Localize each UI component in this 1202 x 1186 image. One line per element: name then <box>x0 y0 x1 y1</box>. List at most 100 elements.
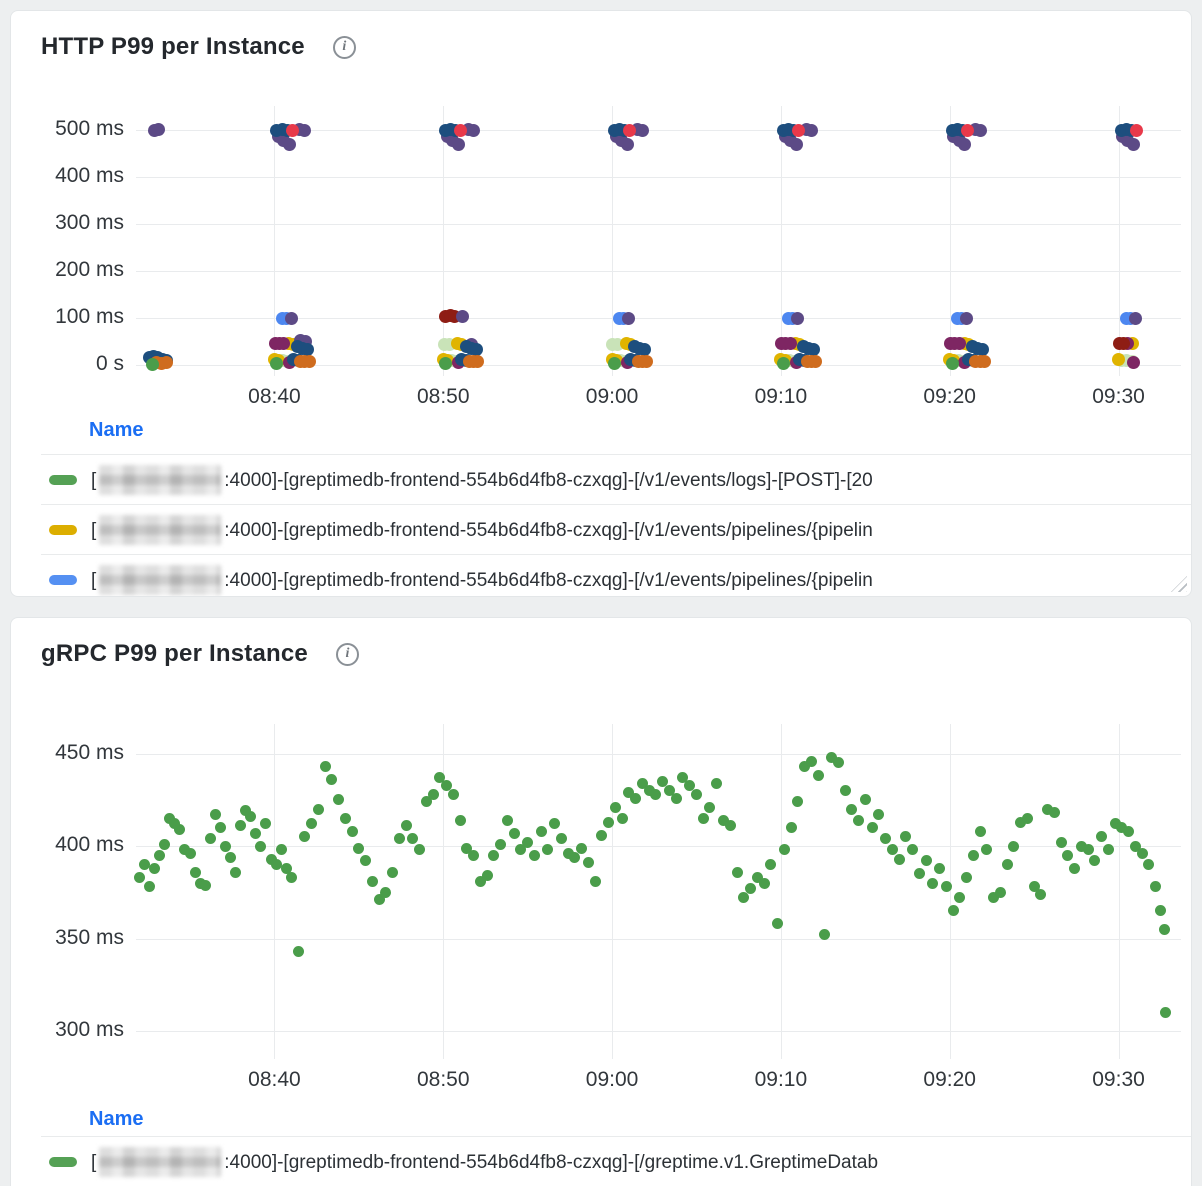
data-point-green[interactable] <box>724 820 736 832</box>
data-point-green[interactable] <box>420 796 432 808</box>
data-point-green[interactable] <box>1089 855 1101 867</box>
data-point-green[interactable] <box>555 833 567 845</box>
data-point-green[interactable] <box>1028 881 1040 893</box>
data-point-green[interactable] <box>468 849 480 861</box>
data-point-green[interactable] <box>145 357 159 371</box>
data-point-purple[interactable] <box>620 137 634 151</box>
data-point-green[interactable] <box>306 818 318 830</box>
data-point-green[interactable] <box>967 849 979 861</box>
data-point-green[interactable] <box>481 870 493 882</box>
data-point-green[interactable] <box>961 872 973 884</box>
data-point-green[interactable] <box>785 822 797 834</box>
data-point-purple[interactable] <box>284 311 298 325</box>
data-point-green[interactable] <box>427 788 439 800</box>
data-point-green[interactable] <box>260 818 272 830</box>
data-point-green[interactable] <box>697 812 709 824</box>
data-point-purple[interactable] <box>791 311 805 325</box>
data-point-red[interactable] <box>454 123 468 137</box>
data-point-green[interactable] <box>711 777 723 789</box>
data-point-green[interactable] <box>582 857 594 869</box>
data-point-green[interactable] <box>366 875 378 887</box>
data-point-magenta[interactable] <box>1127 356 1141 370</box>
data-point-green[interactable] <box>819 929 831 941</box>
data-point-green[interactable] <box>184 848 196 860</box>
data-point-purple[interactable] <box>456 310 470 324</box>
data-point-green[interactable] <box>576 842 588 854</box>
data-point-green[interactable] <box>138 859 150 871</box>
data-point-purple[interactable] <box>467 123 481 137</box>
data-point-green[interactable] <box>758 877 770 889</box>
data-point-purple[interactable] <box>958 137 972 151</box>
data-point-green[interactable] <box>616 812 628 824</box>
data-point-green[interactable] <box>745 883 756 895</box>
data-point-orange[interactable] <box>471 355 485 369</box>
data-point-green[interactable] <box>1021 812 1033 824</box>
data-point-green[interactable] <box>1129 840 1141 852</box>
data-point-green[interactable] <box>690 788 702 800</box>
data-point-green[interactable] <box>199 879 211 891</box>
data-point-green[interactable] <box>684 779 696 791</box>
data-point-green[interactable] <box>285 872 297 884</box>
data-point-green[interactable] <box>792 796 804 808</box>
data-point-green[interactable] <box>738 892 750 904</box>
data-point-green[interactable] <box>670 792 682 804</box>
data-point-green[interactable] <box>393 833 405 845</box>
data-point-green[interactable] <box>270 357 284 371</box>
data-point-green[interactable] <box>1048 807 1060 819</box>
data-point-green[interactable] <box>1008 840 1020 852</box>
data-point-green[interactable] <box>508 827 520 839</box>
data-point-green[interactable] <box>608 357 622 371</box>
data-point-purple[interactable] <box>1127 137 1141 151</box>
data-point-green[interactable] <box>522 836 534 848</box>
data-point-green[interactable] <box>988 892 1000 904</box>
data-point-green[interactable] <box>1102 844 1114 856</box>
data-point-green[interactable] <box>677 772 689 784</box>
data-point-purple[interactable] <box>298 123 312 137</box>
data-point-purple[interactable] <box>283 137 297 151</box>
data-point-green[interactable] <box>974 825 986 837</box>
data-point-green[interactable] <box>230 866 242 878</box>
data-point-orange[interactable] <box>977 355 991 369</box>
data-point-green[interactable] <box>630 792 642 804</box>
data-point-navy[interactable] <box>300 343 314 357</box>
data-point-green[interactable] <box>1123 825 1135 837</box>
legend-header-name[interactable]: Name <box>89 419 144 441</box>
data-point-red[interactable] <box>623 123 637 137</box>
data-point-green[interactable] <box>380 886 392 898</box>
data-point-green[interactable] <box>609 801 621 813</box>
data-point-green[interactable] <box>454 814 466 826</box>
data-point-green[interactable] <box>219 840 231 852</box>
data-point-green[interactable] <box>1150 881 1162 893</box>
data-point-green[interactable] <box>387 866 399 878</box>
data-point-green[interactable] <box>1136 848 1148 860</box>
legend-header-name[interactable]: Name <box>89 1108 144 1130</box>
data-point-green[interactable] <box>174 823 186 835</box>
data-point-green[interactable] <box>474 875 486 887</box>
legend-item[interactable]: [:4000]-[greptimedb-frontend-554b6d4fb8-… <box>41 504 1191 554</box>
data-point-green[interactable] <box>812 770 824 782</box>
data-point-green[interactable] <box>299 831 311 843</box>
data-point-gold[interactable] <box>1112 353 1126 367</box>
data-point-green[interactable] <box>542 844 554 856</box>
data-point-green[interactable] <box>1109 818 1121 830</box>
data-point-green[interactable] <box>832 757 844 769</box>
data-point-green[interactable] <box>326 774 338 786</box>
legend-item[interactable]: [:4000]-[greptimedb-frontend-554b6d4fb8-… <box>41 454 1191 504</box>
data-point-red[interactable] <box>1129 123 1143 137</box>
data-point-green[interactable] <box>1062 849 1074 861</box>
data-point-green[interactable] <box>333 794 345 806</box>
data-point-green[interactable] <box>826 751 838 763</box>
data-point-green[interactable] <box>434 772 446 784</box>
data-point-green[interactable] <box>439 357 453 371</box>
data-point-green[interactable] <box>751 872 763 884</box>
data-point-green[interactable] <box>488 849 500 861</box>
data-point-green[interactable] <box>265 853 277 865</box>
data-point-green[interactable] <box>805 755 817 767</box>
data-point-green[interactable] <box>873 809 885 821</box>
data-point-green[interactable] <box>414 844 426 856</box>
data-point-green[interactable] <box>704 801 716 813</box>
data-point-green[interactable] <box>907 844 919 856</box>
data-point-green[interactable] <box>778 844 790 856</box>
data-point-green[interactable] <box>535 825 547 837</box>
data-point-green[interactable] <box>240 805 252 817</box>
